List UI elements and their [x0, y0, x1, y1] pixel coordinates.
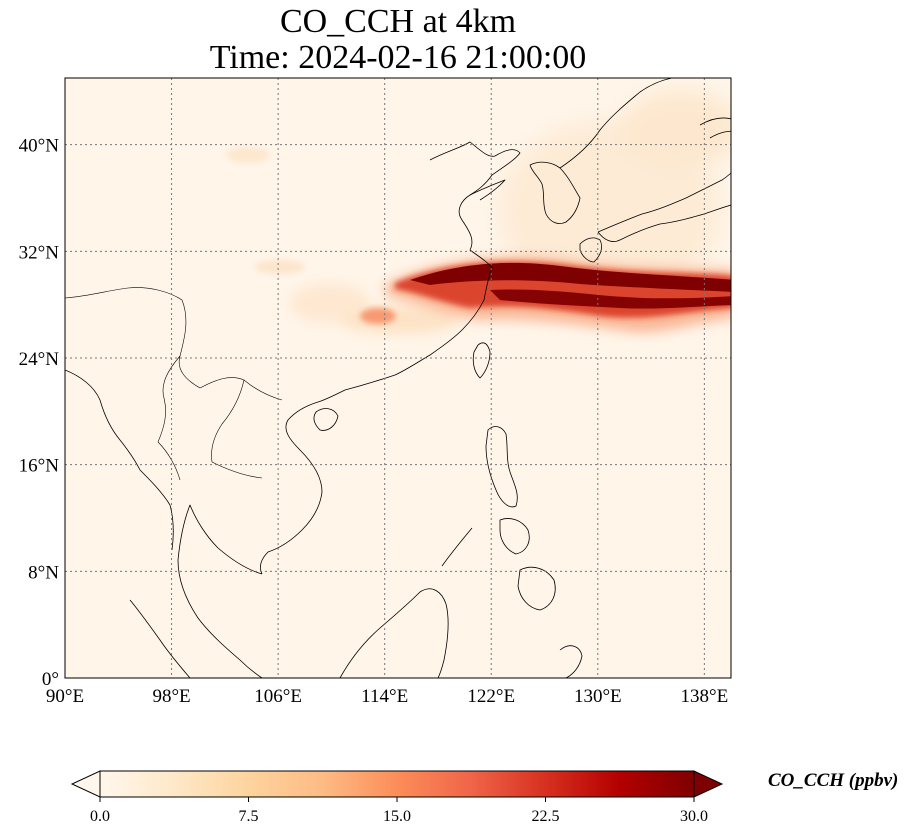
coastline-japan-kyushu — [579, 237, 602, 263]
lon-tick-label: 90°E — [46, 686, 84, 707]
lat-tick-label: 16°N — [19, 456, 60, 477]
lat-tick-labels: 0° 8°N 16°N 24°N 32°N 40°N — [19, 136, 60, 690]
colorbar-tick-label: 15.0 — [383, 808, 411, 825]
lon-tick-label: 122°E — [467, 686, 515, 707]
concentration-puff — [360, 308, 396, 324]
colorbar-extend-high — [693, 770, 724, 798]
border-lines — [65, 287, 283, 481]
lon-tick-label: 138°E — [681, 686, 729, 707]
colorbar-label: CO_CCH (ppbv) — [768, 770, 898, 791]
coastlines — [65, 78, 731, 678]
lon-tick-label: 106°E — [254, 686, 302, 707]
coastline-hokkaido — [699, 117, 731, 139]
coastline-northeast-asia — [559, 78, 673, 169]
coastline-shandong — [469, 179, 506, 201]
colorbar-tick-label: 30.0 — [680, 808, 708, 825]
coastline-taiwan — [472, 342, 491, 379]
coastline-sulawesi — [559, 645, 583, 678]
coastline-sumatra — [129, 599, 191, 678]
map-frame — [64, 77, 732, 679]
plume-core-lower — [490, 289, 731, 309]
coastline-indochina — [260, 401, 323, 575]
lat-tick-label: 0° — [42, 669, 59, 690]
colorbar-ticks: 0.0 7.5 15.0 22.5 30.0 — [90, 797, 708, 825]
lat-tick-label: 8°N — [28, 562, 59, 583]
lon-tick-labels: 90°E 98°E 106°E 114°E 122°E 130°E 138°E — [46, 686, 728, 707]
coastline-philippines-visayas — [499, 518, 530, 555]
map-panel — [65, 78, 731, 678]
concentration-puff — [226, 147, 270, 163]
coastline-philippines-luzon — [485, 426, 518, 508]
map-title-variable: CO_CCH at 4km — [279, 3, 517, 40]
lat-tick-label: 24°N — [19, 349, 60, 370]
lon-tick-label: 130°E — [574, 686, 622, 707]
coastline-china — [317, 141, 521, 403]
coastline-malay-peninsula — [177, 504, 263, 678]
map-gridlines — [65, 78, 731, 678]
colorbar: 0.0 7.5 15.0 22.5 30.0 CO_CCH (ppbv) — [70, 770, 898, 825]
concentration-puff — [255, 260, 305, 274]
plume-core-upper — [410, 262, 731, 292]
colorbar-tick-label: 22.5 — [532, 808, 560, 825]
coastline-borneo — [339, 588, 449, 678]
concentration-field — [226, 90, 731, 334]
coastline-myanmar — [65, 369, 174, 551]
colorbar-tick-label: 0.0 — [90, 808, 110, 825]
coastline-philippines-mindanao — [517, 566, 556, 611]
colorbar-tick-label: 7.5 — [239, 808, 259, 825]
concentration-puff — [620, 90, 731, 170]
map-title-time: Time: 2024-02-16 21:00:00 — [209, 39, 587, 76]
colorbar-extend-low — [70, 770, 101, 798]
coastline-japan-honshu — [597, 172, 731, 242]
lon-tick-label: 98°E — [152, 686, 190, 707]
lat-tick-label: 40°N — [19, 136, 60, 157]
coastline-hainan — [313, 408, 339, 431]
lon-tick-label: 114°E — [361, 686, 408, 707]
colorbar-gradient — [99, 770, 695, 798]
coastline-palawan — [441, 527, 473, 567]
lat-tick-label: 32°N — [19, 242, 60, 263]
